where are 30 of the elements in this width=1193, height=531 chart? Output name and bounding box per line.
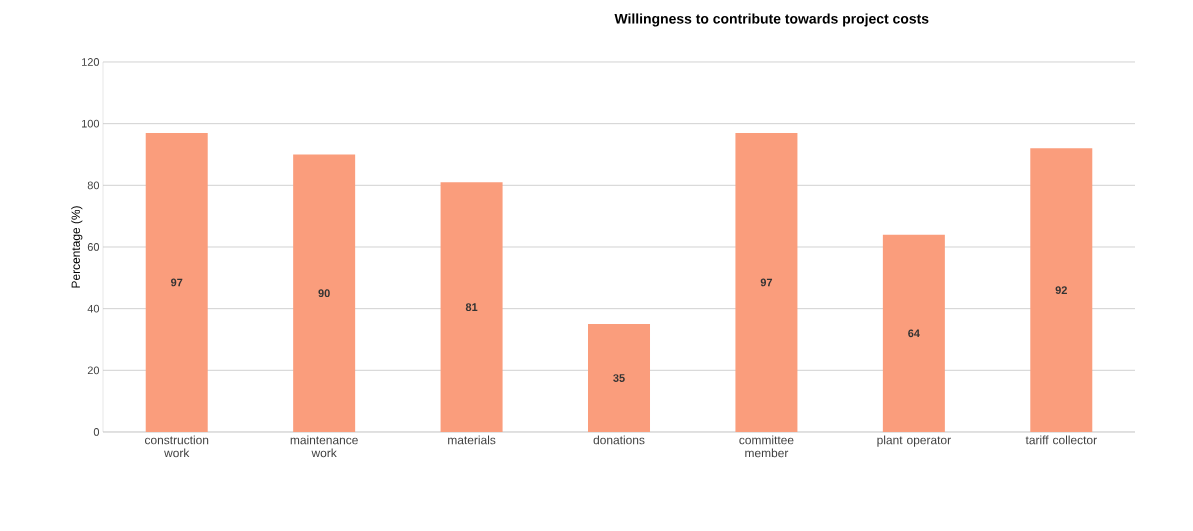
bar xyxy=(735,132,798,432)
x-tick-label: donations xyxy=(593,435,645,445)
x-tick-label: materials xyxy=(448,435,496,445)
data-label: 90 xyxy=(318,289,330,298)
x-tick-label: plant operator xyxy=(877,435,951,447)
x-tick-label: construction work xyxy=(145,435,209,458)
bar xyxy=(440,182,503,432)
x-tick-label: maintenance work xyxy=(290,435,358,458)
y-tick-label: 20 xyxy=(87,366,100,375)
data-label: 92 xyxy=(1055,286,1067,295)
y-tick-label: 0 xyxy=(93,428,100,436)
y-axis-title: Percentage (%) xyxy=(71,206,83,288)
bar xyxy=(1030,148,1093,432)
x-tick-label: tariff collector xyxy=(1025,435,1097,445)
y-tick-label: 120 xyxy=(82,58,100,66)
x-tick-label: committee member xyxy=(739,435,794,458)
data-label: 97 xyxy=(760,278,773,287)
data-label: 97 xyxy=(171,278,183,287)
y-tick-label: 40 xyxy=(87,304,100,313)
bar xyxy=(293,154,356,432)
bar xyxy=(145,132,208,432)
data-label: 81 xyxy=(465,303,478,311)
y-tick-label: 80 xyxy=(87,181,100,190)
chart-title: Willingness to contribute towards project costs xyxy=(614,13,929,27)
bar xyxy=(588,324,651,432)
y-tick-label: 100 xyxy=(82,119,100,128)
data-label: 35 xyxy=(613,374,625,382)
bar xyxy=(882,234,945,432)
y-tick-label: 60 xyxy=(87,243,100,251)
data-label: 64 xyxy=(908,329,920,338)
